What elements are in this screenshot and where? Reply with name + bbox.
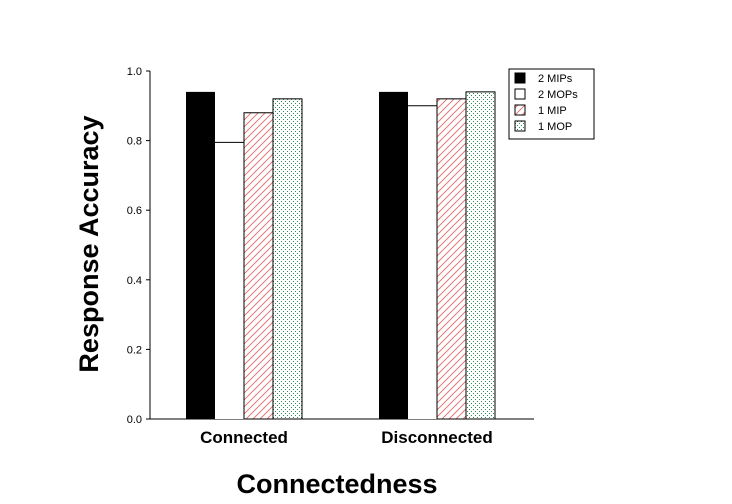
category-label-disconnected: Disconnected [381, 428, 492, 447]
y-tick-label: 0.8 [127, 136, 142, 148]
legend: 2 MIPs 2 MOPs 1 MIP 1 MOP [508, 68, 595, 140]
bar-1-mip-disconnected [436, 98, 467, 420]
category-label-connected: Connected [200, 428, 288, 447]
legend-swatch-1-mip [514, 104, 526, 116]
bar-2-mips-disconnected [379, 91, 408, 419]
y-tick-label: 0.4 [127, 275, 142, 287]
bars [186, 91, 496, 420]
legend-swatch-2-mips [514, 72, 526, 84]
y-tick-label: 0.6 [127, 205, 142, 217]
bar-2-mops-disconnected [408, 105, 437, 420]
legend-label-1-mip: 1 MIP [538, 105, 567, 117]
y-tick-label: 0.0 [127, 414, 142, 426]
bar-2-mops-connected [215, 141, 244, 419]
bar-1-mop-disconnected [465, 91, 496, 420]
x-axis-title: Connectedness [236, 469, 437, 499]
y-axis-title: Response Accuracy [74, 115, 104, 372]
legend-label-2-mips: 2 MIPs [538, 73, 573, 85]
bar-2-mips-connected [186, 91, 215, 419]
legend-swatch-1-mop [514, 120, 526, 132]
bar-1-mop-connected [272, 98, 303, 420]
legend-label-2-mops: 2 MOPs [538, 89, 578, 101]
y-ticks: 0.0 0.2 0.4 0.6 0.8 1.0 [127, 66, 150, 426]
y-tick-label: 0.2 [127, 344, 142, 356]
bar-1-mip-connected [243, 112, 274, 420]
legend-label-1-mop: 1 MOP [538, 121, 572, 133]
legend-swatch-2-mops [514, 88, 526, 100]
y-tick-label: 1.0 [127, 66, 142, 78]
x-category-labels: Connected Disconnected [200, 428, 493, 447]
